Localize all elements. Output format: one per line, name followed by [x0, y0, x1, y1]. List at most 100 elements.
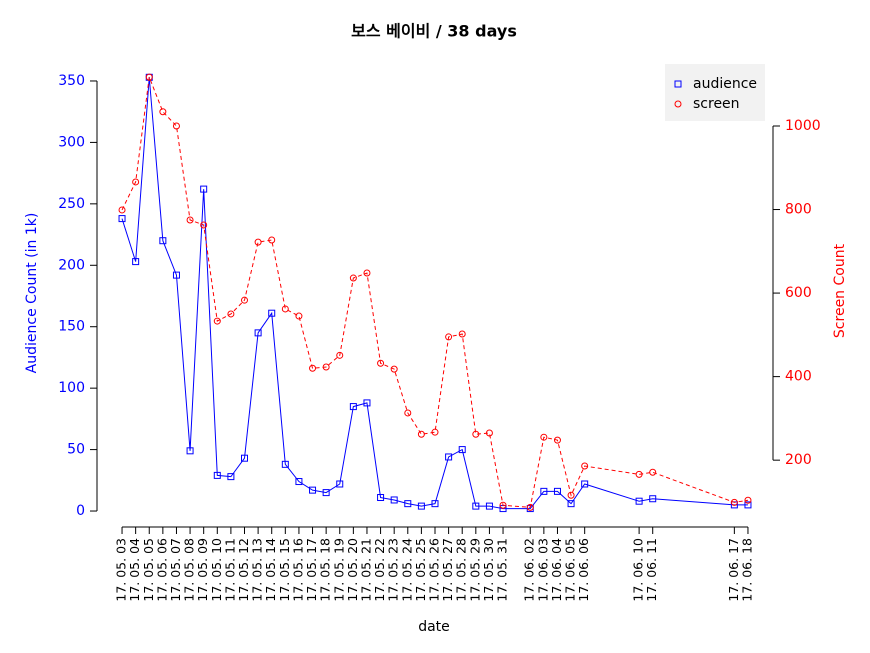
- point: [254, 329, 262, 337]
- point: [540, 487, 548, 495]
- y-tick-label: 200: [58, 257, 85, 273]
- x-tick-label: 17. 05. 11: [222, 538, 237, 602]
- point: [186, 216, 194, 224]
- y2-tick-label: 1000: [785, 118, 821, 134]
- y-axis-label: Audience Count (in 1k): [24, 213, 40, 374]
- x-tick-label: 17. 05. 17: [304, 538, 319, 602]
- y-tick-label: 350: [58, 73, 85, 89]
- x-tick-label: 17. 05. 28: [454, 538, 469, 602]
- x-tick-label: 17. 06. 04: [549, 538, 564, 602]
- point: [635, 497, 643, 505]
- x-tick-label: 17. 05. 13: [250, 538, 265, 602]
- x-tick-label: 17. 05. 30: [481, 538, 496, 602]
- x-tick-label: 17. 05. 16: [290, 538, 305, 602]
- point: [363, 269, 371, 277]
- point: [553, 436, 561, 444]
- y-tick-label: 300: [58, 134, 85, 150]
- x-tick-label: 17. 05. 03: [114, 538, 129, 602]
- point: [200, 221, 208, 229]
- y2-tick-label: 400: [785, 369, 812, 385]
- point: [485, 429, 493, 437]
- x-tick-label: 17. 05. 07: [168, 538, 183, 602]
- point: [363, 399, 371, 407]
- point: [445, 333, 453, 341]
- point: [213, 471, 221, 479]
- point: [581, 480, 589, 488]
- x-tick-label: 17. 05. 14: [263, 538, 278, 602]
- point: [431, 500, 439, 508]
- y2-tick-label: 800: [785, 202, 812, 218]
- point: [213, 317, 221, 325]
- point: [390, 365, 398, 373]
- point: [186, 447, 194, 455]
- x-tick-label: 17. 05. 18: [318, 538, 333, 602]
- x-tick-label: 17. 05. 21: [358, 538, 373, 602]
- point: [118, 215, 126, 223]
- y-tick-label: 0: [76, 503, 85, 519]
- point: [730, 498, 738, 506]
- point: [553, 487, 561, 495]
- legend-label: audience: [693, 76, 757, 92]
- x-tick-label: 17. 05. 22: [372, 538, 387, 602]
- x-tick-label: 17. 05. 31: [495, 538, 510, 602]
- x-tick-label: 17. 06. 18: [739, 538, 754, 602]
- legend-box: [665, 64, 765, 121]
- x-tick-label: 17. 05. 15: [277, 538, 292, 602]
- legend-marker: [674, 100, 682, 108]
- point: [458, 330, 466, 338]
- point: [132, 258, 140, 266]
- x-tick-label: 17. 06. 05: [563, 538, 578, 602]
- x-tick-label: 17. 05. 08: [182, 538, 197, 602]
- point: [349, 403, 357, 411]
- x-tick-label: 17. 05. 20: [345, 538, 360, 602]
- point: [349, 274, 357, 282]
- x-tick-label: 17. 05. 26: [427, 538, 442, 602]
- point: [241, 454, 249, 462]
- x-tick-label: 17. 05. 25: [413, 538, 428, 602]
- point: [567, 491, 575, 499]
- point: [200, 185, 208, 193]
- x-tick-label: 17. 05. 09: [195, 538, 210, 602]
- point: [268, 236, 276, 244]
- point: [172, 122, 180, 130]
- point: [254, 238, 262, 246]
- point: [336, 480, 344, 488]
- x-axis-label: date: [418, 619, 450, 635]
- point: [159, 108, 167, 116]
- point: [241, 296, 249, 304]
- x-tick-label: 17. 05. 23: [386, 538, 401, 602]
- point: [649, 468, 657, 476]
- point: [635, 470, 643, 478]
- point: [581, 462, 589, 470]
- x-tick-label: 17. 05. 04: [127, 538, 142, 602]
- legend-label: screen: [693, 96, 740, 112]
- series-line: [121, 77, 748, 510]
- point: [377, 359, 385, 367]
- point: [744, 496, 752, 504]
- point: [281, 305, 289, 313]
- point: [404, 409, 412, 417]
- point: [336, 351, 344, 359]
- point: [309, 364, 317, 372]
- x-tick-label: 17. 06. 02: [522, 538, 537, 602]
- point: [322, 489, 330, 497]
- legend-marker: [674, 80, 682, 88]
- point: [309, 486, 317, 494]
- x-tick-label: 17. 05. 10: [209, 538, 224, 602]
- chart-title: 보스 베이비 / 38 days: [351, 22, 517, 41]
- point: [322, 363, 330, 371]
- x-tick-label: 17. 05. 19: [331, 538, 346, 602]
- point: [172, 271, 180, 279]
- point: [472, 430, 480, 438]
- point: [540, 433, 548, 441]
- point: [390, 496, 398, 504]
- y2-axis-label: Screen Count: [832, 243, 848, 338]
- point: [118, 206, 126, 214]
- point: [485, 502, 493, 510]
- point: [526, 503, 534, 511]
- x-tick-label: 17. 05. 24: [399, 538, 414, 602]
- x-tick-label: 17. 06. 11: [644, 538, 659, 602]
- point: [295, 312, 303, 320]
- y-tick-label: 50: [67, 442, 85, 458]
